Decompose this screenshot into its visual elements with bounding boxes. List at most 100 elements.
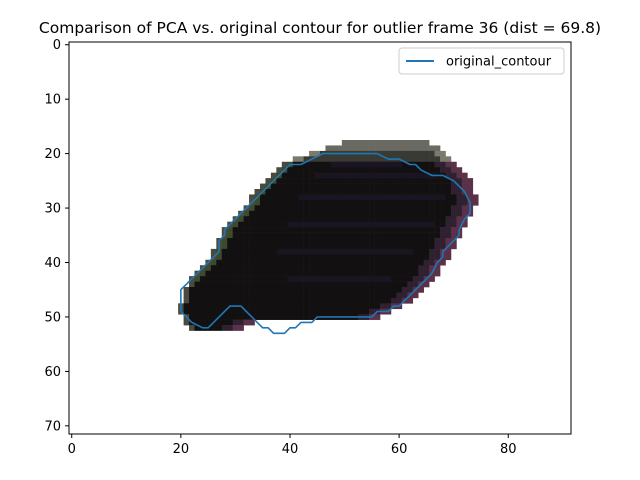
image-pixel bbox=[440, 150, 446, 157]
image-pixel bbox=[254, 232, 261, 239]
image-pixel bbox=[380, 167, 386, 173]
image-pixel bbox=[374, 297, 381, 304]
image-pixel bbox=[358, 297, 364, 304]
image-pixel bbox=[385, 227, 392, 233]
image-pixel bbox=[390, 276, 397, 282]
image-pixel bbox=[380, 297, 386, 304]
image-pixel bbox=[352, 216, 359, 222]
image-pixel bbox=[243, 227, 250, 233]
image-pixel bbox=[336, 189, 343, 195]
image-pixel bbox=[363, 199, 370, 206]
image-pixel bbox=[303, 216, 310, 222]
image-pixel bbox=[385, 287, 392, 293]
image-pixel bbox=[396, 172, 403, 179]
image-pixel bbox=[221, 287, 228, 293]
image-pixel bbox=[309, 194, 315, 201]
image-pixel bbox=[363, 189, 370, 195]
image-pixel bbox=[374, 178, 381, 184]
image-pixel bbox=[336, 161, 343, 168]
image-pixel bbox=[309, 178, 315, 184]
image-pixel bbox=[385, 281, 392, 288]
image-pixel bbox=[352, 167, 359, 173]
image-pixel bbox=[369, 156, 375, 163]
image-pixel bbox=[407, 287, 414, 293]
image-pixel bbox=[238, 270, 244, 277]
image-pixel bbox=[423, 248, 430, 255]
image-pixel bbox=[347, 248, 354, 255]
image-pixel bbox=[347, 270, 354, 277]
image-pixel bbox=[429, 189, 435, 195]
image-pixel bbox=[390, 167, 397, 173]
image-pixel bbox=[396, 248, 403, 255]
image-pixel bbox=[259, 248, 266, 255]
image-pixel bbox=[265, 259, 272, 266]
image-pixel bbox=[254, 248, 261, 255]
image-pixel bbox=[374, 156, 381, 163]
image-pixel bbox=[292, 232, 299, 239]
image-pixel bbox=[287, 167, 294, 173]
image-pixel bbox=[396, 145, 403, 152]
image-pixel bbox=[385, 205, 392, 212]
image-pixel bbox=[232, 232, 239, 239]
image-pixel bbox=[249, 210, 255, 217]
image-pixel bbox=[341, 172, 348, 179]
image-pixel bbox=[309, 205, 315, 212]
image-pixel bbox=[401, 281, 408, 288]
image-pixel bbox=[347, 281, 354, 288]
image-pixel bbox=[434, 167, 441, 173]
image-pixel bbox=[341, 232, 348, 239]
image-pixel bbox=[189, 292, 195, 299]
image-pixel bbox=[281, 308, 288, 315]
image-pixel bbox=[189, 303, 195, 310]
image-pixel bbox=[456, 178, 463, 184]
image-pixel bbox=[259, 314, 266, 320]
image-pixel bbox=[232, 287, 239, 293]
image-pixel bbox=[352, 156, 359, 163]
image-pixel bbox=[249, 227, 255, 233]
image-pixel bbox=[369, 178, 375, 184]
image-pixel bbox=[401, 150, 408, 157]
image-pixel bbox=[205, 265, 212, 271]
y-tick-label: 20 bbox=[44, 147, 61, 162]
image-pixel bbox=[429, 259, 435, 266]
image-pixel bbox=[369, 172, 375, 179]
image-pixel bbox=[298, 194, 304, 201]
image-pixel bbox=[347, 276, 354, 282]
image-pixel bbox=[270, 308, 277, 315]
image-pixel bbox=[440, 189, 446, 195]
image-pixel bbox=[281, 292, 288, 299]
image-pixel bbox=[292, 194, 299, 201]
image-pixel bbox=[374, 210, 381, 217]
y-tick-label: 0 bbox=[53, 38, 61, 53]
image-pixel bbox=[249, 254, 255, 261]
image-pixel bbox=[374, 140, 381, 146]
image-pixel bbox=[385, 172, 392, 179]
image-pixel bbox=[434, 156, 441, 163]
image-pixel bbox=[309, 308, 315, 315]
image-pixel bbox=[303, 172, 310, 179]
image-pixel bbox=[216, 292, 223, 299]
image-pixel bbox=[265, 276, 272, 282]
image-pixel bbox=[385, 238, 392, 244]
image-pixel bbox=[259, 199, 266, 206]
image-pixel bbox=[265, 287, 272, 293]
image-pixel bbox=[303, 281, 310, 288]
image-pixel bbox=[227, 308, 233, 315]
image-pixel bbox=[369, 238, 375, 244]
image-pixel bbox=[232, 248, 239, 255]
image-pixel bbox=[418, 221, 424, 228]
image-pixel bbox=[265, 292, 272, 299]
image-pixel bbox=[341, 287, 348, 293]
image-pixel bbox=[407, 243, 414, 250]
image-pixel bbox=[363, 281, 370, 288]
image-pixel bbox=[183, 308, 190, 315]
image-pixel bbox=[429, 243, 435, 250]
image-pixel bbox=[358, 248, 364, 255]
image-pixel bbox=[265, 297, 272, 304]
image-pixel bbox=[412, 145, 419, 152]
image-pixel bbox=[336, 308, 343, 315]
image-pixel bbox=[325, 270, 332, 277]
image-pixel bbox=[445, 172, 452, 179]
image-pixel bbox=[380, 194, 386, 201]
image-pixel bbox=[412, 189, 419, 195]
